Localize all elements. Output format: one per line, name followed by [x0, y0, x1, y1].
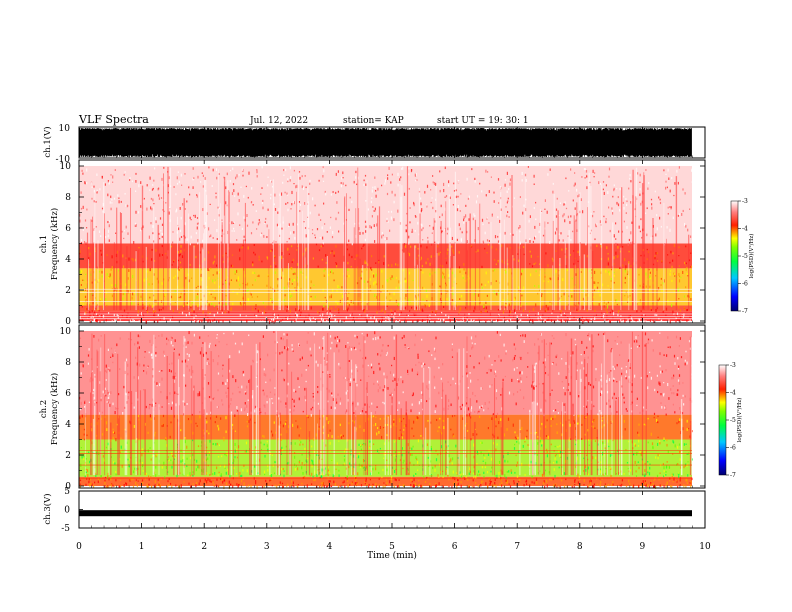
ch2-spectrogram-ytick-label: 4	[65, 420, 71, 430]
ch1-spectrogram-ytick-label: 10	[60, 162, 72, 172]
time-tick-label: 9	[640, 542, 646, 552]
time-tick-label: 2	[201, 542, 207, 552]
time-tick-label: 4	[327, 542, 333, 552]
ch2-spectrogram-channel-label: ch.2	[39, 400, 49, 418]
ch2-colorbar	[718, 364, 727, 476]
ch2-spectrogram-ytick-label: 0	[65, 482, 71, 492]
time-tick-label: 10	[699, 542, 711, 552]
ch1-colorbar-tick-label: -3	[742, 198, 748, 205]
ch1-colorbar-tick-label: -4	[742, 226, 748, 233]
ch2-colorbar-tick-label: -7	[730, 472, 736, 479]
ch1-ytick-top: 10	[59, 124, 71, 134]
time-axis-label: Time (min)	[367, 550, 417, 561]
ch1-colorbar-tick-label: -5	[742, 253, 748, 260]
time-tick-label: 1	[139, 542, 145, 552]
ch2-colorbar-tick-label: -3	[730, 362, 736, 369]
time-tick-label: 7	[514, 542, 520, 552]
time-tick-label: 5	[389, 542, 395, 552]
ch1-colorbar	[730, 200, 739, 312]
time-tick-label: 8	[577, 542, 583, 552]
time-tick-label: 0	[76, 542, 82, 552]
ch1-spectrogram-ytick-label: 6	[65, 224, 71, 234]
ch1-waveform-trace	[78, 128, 692, 157]
ch2-colorbar-tick-label: -5	[730, 417, 736, 424]
ch1-waveform-panel: 10 -10 ch.1(V)	[42, 124, 706, 165]
ch2-spectrogram-ytick-label: 8	[65, 358, 71, 368]
ch1-waveform-ylabel: ch.1(V)	[42, 126, 53, 157]
ch2-spectrogram-ylabel: Frequency (kHz)	[49, 373, 60, 445]
ch2-colorbar-tick-label: -4	[730, 390, 736, 397]
ch2-colorbar-tick-label: -6	[730, 445, 736, 452]
ch2-spectrogram-image	[79, 331, 693, 490]
ch3-waveform-background	[79, 491, 705, 528]
ch1-spectrogram-ytick-label: 0	[65, 317, 71, 327]
start-time-label: start UT = 19: 30: 1	[437, 116, 529, 126]
time-axis: 0 1 2 3 4 5 6 7 8 9 10	[76, 127, 711, 552]
ch2-spectrogram-ytick-label: 10	[60, 327, 72, 337]
ch3-ytick-label: 0	[64, 506, 70, 516]
ch1-colorbar-tick-label: -7	[742, 308, 748, 315]
ch1-spectrogram-ytick-label: 2	[65, 286, 71, 296]
ch1-spectrogram-image	[78, 166, 693, 325]
ch1-spectrogram-ylabel: Frequency (kHz)	[49, 208, 60, 280]
date-label: Jul. 12, 2022	[249, 116, 308, 126]
ch1-ytick-bottom: -10	[56, 155, 71, 165]
time-tick-label: 3	[264, 542, 270, 552]
ch2-spectrogram-ytick-label: 2	[65, 451, 71, 461]
ch2-colorbar-label: log(PSD)(V²/Hz)	[736, 398, 743, 443]
ch1-colorbar-label: log(PSD)(V²/Hz)	[748, 234, 755, 279]
ch1-spectrogram-ytick-label: 4	[65, 255, 71, 265]
ch3-waveform-ylabel: ch.3(V)	[42, 493, 53, 524]
station-label: station= KAP	[343, 116, 404, 126]
ch3-ytick-label: 5	[64, 487, 70, 497]
ch3-ytick-label: -5	[61, 524, 70, 534]
ch1-spectrogram-ytick-label: 8	[65, 193, 71, 203]
time-tick-label: 6	[452, 542, 458, 552]
ch3-waveform-trace	[79, 510, 692, 517]
ch1-colorbar-tick-label: -6	[742, 281, 748, 288]
ch3-waveform-panel: 5 0 -5 ch.3(V)	[42, 487, 706, 534]
ch1-spectrogram-channel-label: ch.1	[39, 235, 49, 253]
ch2-spectrogram-ytick-label: 6	[65, 389, 71, 399]
figure-title: VLF Spectra	[78, 113, 149, 126]
